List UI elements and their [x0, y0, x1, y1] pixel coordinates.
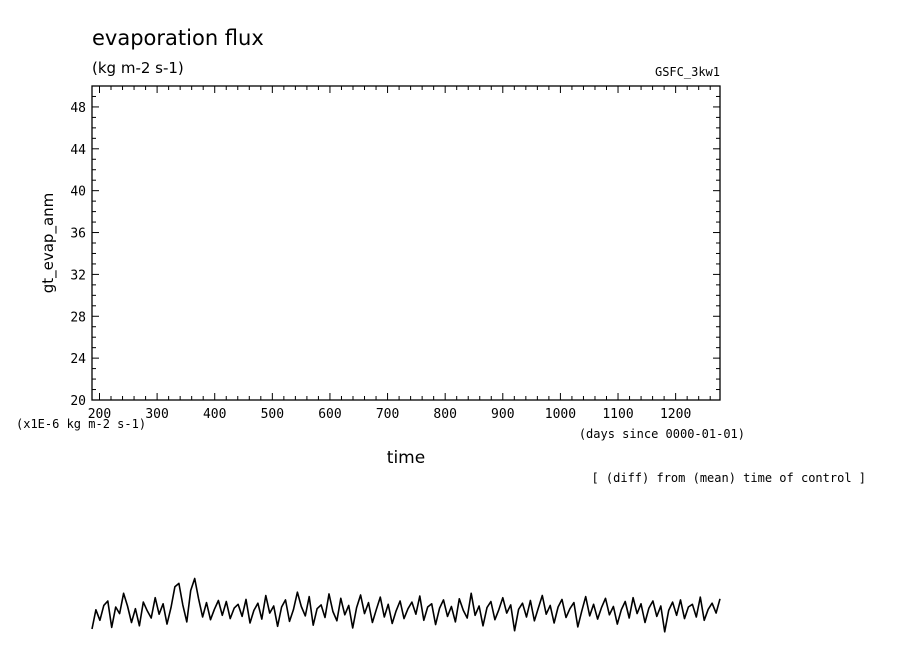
x-tick-label: 300 — [145, 407, 168, 422]
y-tick-label: 36 — [70, 227, 86, 242]
x-tick-label: 200 — [88, 407, 111, 422]
y-scale-note: (x1E-6 kg m-2 s-1) — [16, 417, 146, 431]
y-tick-label: 28 — [70, 310, 86, 325]
chart-units: (kg m-2 s-1) — [92, 59, 184, 77]
y-tick-label: 48 — [70, 101, 86, 116]
x-tick-label: 900 — [491, 407, 514, 422]
y-tick-label: 20 — [70, 394, 86, 409]
x-tick-label: 1000 — [545, 407, 576, 422]
x-tick-label: 800 — [433, 407, 456, 422]
y-tick-label: 24 — [70, 352, 86, 367]
y-tick-label: 40 — [70, 185, 86, 200]
chart-title: evaporation flux — [92, 26, 264, 50]
series-line — [91, 577, 721, 633]
x-axis-label: time — [387, 448, 425, 468]
x-tick-label: 700 — [376, 407, 399, 422]
y-tick-label: 44 — [70, 143, 86, 158]
y-axis: 20 24 28 32 36 40 44 48 — [70, 85, 720, 409]
y-axis-label: gt_evap_anm — [39, 193, 58, 294]
dataset-label: GSFC_3kw1 — [655, 65, 720, 79]
x-axis: 200 300 400 500 600 700 800 900 1000 1100 1200 — [88, 86, 711, 422]
x-unit-note: (days since 0000-01-01) — [579, 427, 745, 441]
x-tick-label: 600 — [318, 407, 341, 422]
plot-frame — [91, 85, 721, 401]
x-tick-label: 1100 — [602, 407, 633, 422]
footnote: [ (diff) from (mean) time of control ] — [591, 471, 866, 485]
x-tick-label: 500 — [261, 407, 284, 422]
x-tick-label: 400 — [203, 407, 226, 422]
x-tick-label: 1200 — [660, 407, 691, 422]
y-tick-label: 32 — [70, 268, 86, 283]
